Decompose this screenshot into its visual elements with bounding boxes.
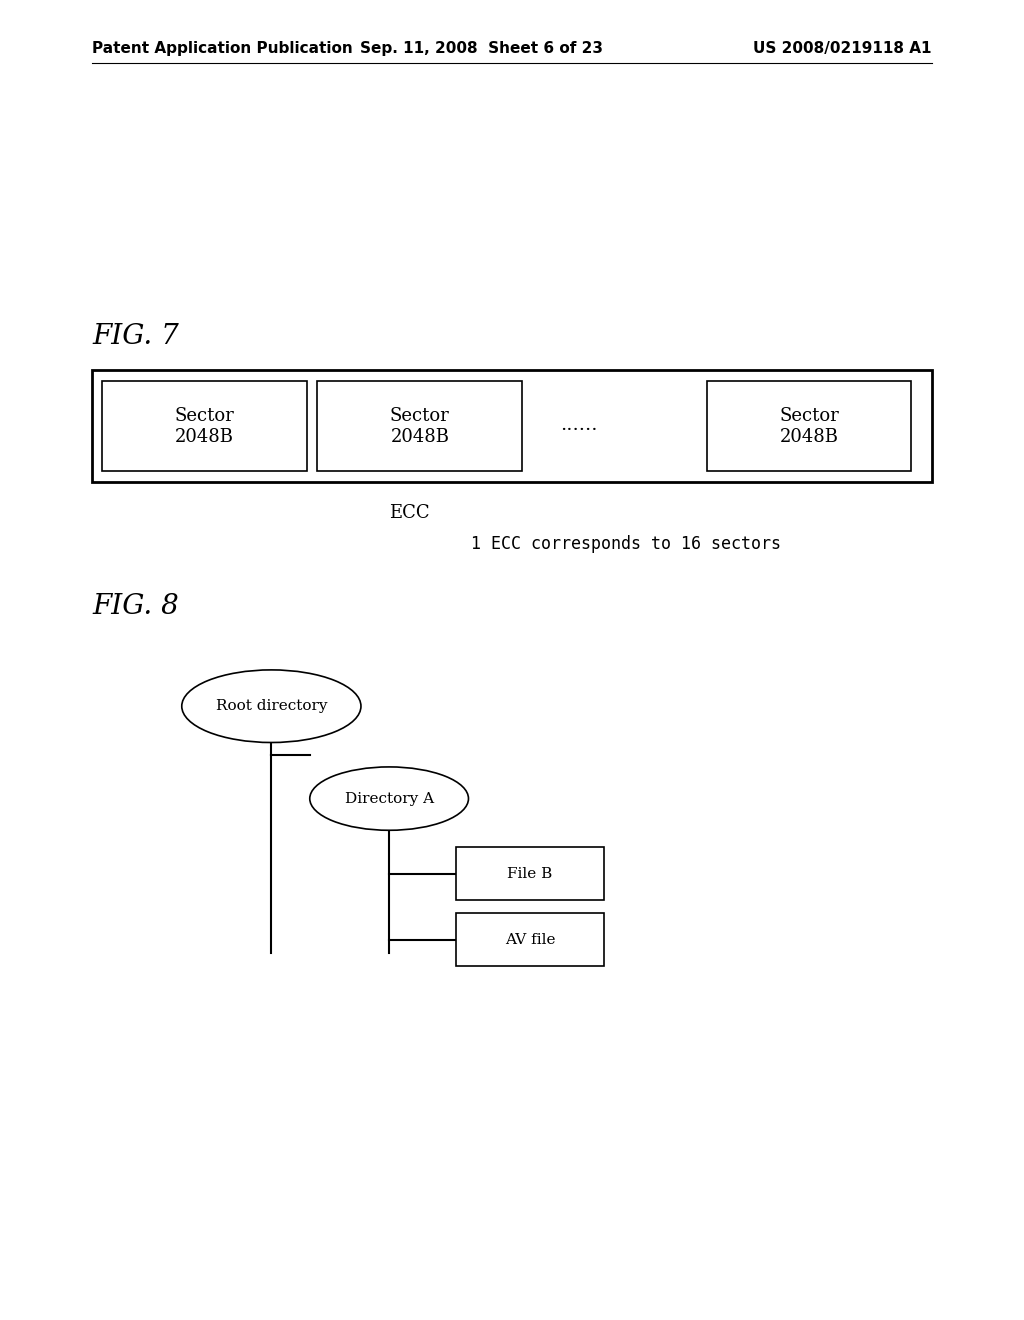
FancyBboxPatch shape [102,381,307,471]
Text: Sector
2048B: Sector 2048B [779,407,839,446]
Text: File B: File B [507,867,553,880]
Text: Patent Application Publication: Patent Application Publication [92,41,353,57]
FancyBboxPatch shape [707,381,911,471]
Text: ECC: ECC [389,504,430,523]
Text: Sector
2048B: Sector 2048B [390,407,450,446]
FancyBboxPatch shape [456,847,604,900]
Text: 1 ECC corresponds to 16 sectors: 1 ECC corresponds to 16 sectors [471,535,781,553]
Text: Sector
2048B: Sector 2048B [175,407,234,446]
Text: Root directory: Root directory [216,700,327,713]
FancyBboxPatch shape [456,913,604,966]
Text: Sep. 11, 2008  Sheet 6 of 23: Sep. 11, 2008 Sheet 6 of 23 [359,41,603,57]
Text: US 2008/0219118 A1: US 2008/0219118 A1 [754,41,932,57]
Text: FIG. 7: FIG. 7 [92,323,179,350]
FancyBboxPatch shape [317,381,522,471]
Text: Directory A: Directory A [344,792,434,805]
FancyBboxPatch shape [92,370,932,482]
Ellipse shape [309,767,469,830]
Text: FIG. 8: FIG. 8 [92,594,179,620]
Text: AV file: AV file [505,933,555,946]
Text: ......: ...... [560,416,597,434]
Ellipse shape [182,671,361,742]
